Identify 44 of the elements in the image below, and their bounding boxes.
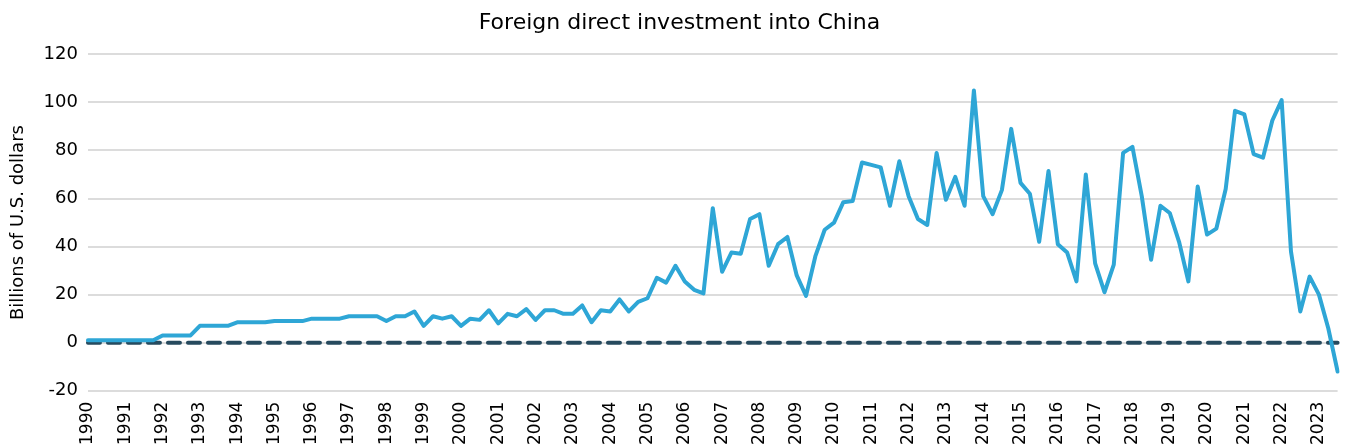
- x-tick-label: 2011: [859, 401, 880, 445]
- y-axis-title: Billions of U.S. dollars: [6, 125, 28, 321]
- x-tick-label: 2020: [1195, 401, 1216, 445]
- x-tick-label: 2017: [1083, 401, 1104, 445]
- x-tick-label: 1997: [337, 401, 358, 445]
- x-tick-label: 2006: [673, 401, 694, 445]
- x-tick-label: 2005: [635, 401, 656, 445]
- y-tick-label: -20: [48, 378, 78, 400]
- y-tick-label: 20: [55, 282, 78, 304]
- x-tick-label: 1993: [188, 401, 209, 445]
- x-tick-label: 2012: [897, 401, 918, 445]
- x-tick-label: 1999: [412, 401, 433, 445]
- x-tick-label: 2014: [971, 401, 992, 445]
- x-tick-label: 2015: [1008, 401, 1029, 445]
- x-tick-label: 2016: [1046, 401, 1067, 445]
- x-tick-label: 1995: [262, 401, 283, 445]
- x-tick-label: 2009: [785, 401, 806, 445]
- y-tick-label: 60: [55, 186, 78, 208]
- x-tick-label: 2003: [561, 401, 582, 445]
- x-tick-label: 2022: [1270, 401, 1291, 445]
- x-tick-label: 2023: [1307, 401, 1328, 445]
- x-tick-label: 1994: [225, 401, 246, 445]
- x-tick-label: 2019: [1158, 401, 1179, 445]
- x-tick-label: 1990: [76, 401, 97, 445]
- x-tick-label: 1992: [150, 401, 171, 445]
- x-tick-label: 2021: [1232, 401, 1253, 445]
- x-tick-label: 2004: [598, 401, 619, 445]
- x-tick-label: 2013: [934, 401, 955, 445]
- y-tick-label: 0: [66, 330, 78, 352]
- x-tick-label: 1996: [300, 401, 321, 445]
- x-tick-label: 2000: [449, 401, 470, 445]
- x-tick-label: 2018: [1120, 401, 1141, 445]
- x-tick-label: 2002: [524, 401, 545, 445]
- x-tick-label: 2008: [747, 401, 768, 445]
- chart-title: Foreign direct investment into China: [478, 8, 881, 34]
- y-tick-label: 80: [55, 138, 78, 160]
- x-tick-label: 1991: [113, 401, 134, 445]
- x-tick-label: 2010: [822, 401, 843, 445]
- y-tick-label: 40: [55, 234, 78, 256]
- x-tick-label: 2001: [486, 401, 507, 445]
- x-tick-label: 1998: [374, 401, 395, 445]
- y-tick-label: 100: [43, 90, 78, 112]
- x-tick-label: 2007: [710, 401, 731, 445]
- y-tick-label: 120: [43, 42, 78, 64]
